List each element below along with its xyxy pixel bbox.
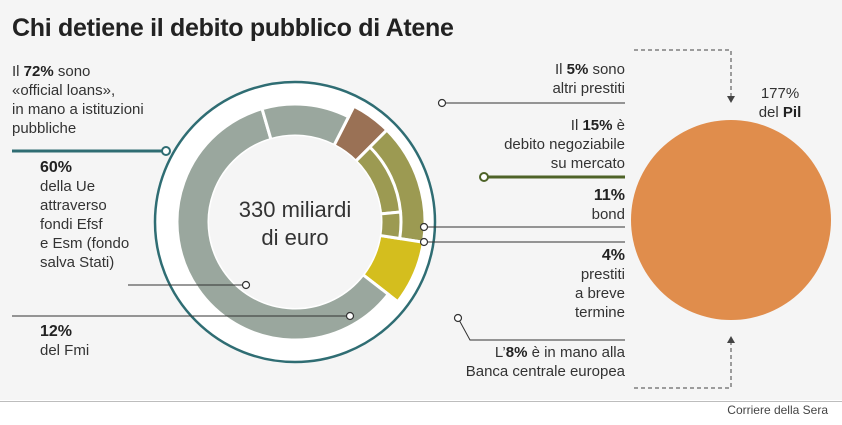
pil-arrow-bottom: [727, 336, 735, 343]
breve-pct: 4%: [601, 247, 625, 264]
inner-slice-prestiti-breve-termine: [378, 210, 403, 241]
negoziabile-pre: Il: [570, 117, 579, 134]
center-label-line2: di euro: [261, 225, 329, 250]
official-post: sono: [57, 63, 91, 80]
official-pre: Il: [12, 63, 20, 80]
breve-line2: a breve: [574, 285, 625, 302]
pil-label-del: del: [758, 104, 779, 121]
pil-circle: [631, 120, 831, 320]
altri-line2: altri prestiti: [552, 80, 625, 97]
breve-dot: [419, 237, 429, 247]
breve-line3: termine: [574, 304, 625, 321]
pil-bracket-bottom: [634, 341, 732, 389]
fmi-dot: [345, 311, 355, 321]
official-line2: «official loans»,: [12, 82, 116, 99]
ue-line2: attraverso: [40, 197, 107, 214]
breve-line1: prestiti: [580, 266, 625, 283]
bond-line1: bond: [591, 206, 625, 223]
negoziabile-dot: [479, 172, 489, 182]
bce-post: è in mano alla: [531, 344, 625, 361]
pil-arrow-top: [727, 96, 735, 103]
ue-dot: [241, 280, 251, 290]
donut-center-label: 330 miliardi di euro: [210, 196, 380, 252]
fmi-label: 12% del Fmi: [40, 322, 89, 360]
bce-pct: 8%: [505, 344, 528, 361]
altri-prestiti-dot: [437, 98, 447, 108]
ue-line1: della Ue: [40, 178, 96, 195]
pil-label: 177% del Pil: [740, 84, 820, 122]
ue-label: 60% della Ue attraverso fondi Efsf e Esm…: [40, 158, 129, 272]
negoziabile-post: è: [616, 117, 625, 134]
official-line4: pubbliche: [12, 120, 77, 137]
ue-pct: 60%: [40, 159, 73, 176]
ue-line5: salva Stati): [40, 254, 115, 271]
breve-label: 4% prestiti a breve termine: [520, 246, 625, 322]
official-loans-dot: [161, 146, 171, 156]
negoziabile-pct: 15%: [582, 117, 613, 134]
fmi-line1: del Fmi: [40, 342, 90, 359]
negoziabile-line2: debito negoziabile: [504, 136, 625, 153]
altri-pre: Il: [554, 61, 563, 78]
source-credit: Corriere della Sera: [727, 403, 828, 417]
ue-line4: e Esm (fondo: [40, 235, 130, 252]
bce-pre: L’: [494, 344, 506, 361]
altri-prestiti-label: Il 5% sono altri prestiti: [490, 60, 625, 98]
bond-pct: 11%: [593, 187, 625, 204]
bond-label: 11% bond: [520, 186, 625, 224]
altri-pct: 5%: [566, 61, 589, 78]
pil-pct: 177%: [760, 85, 800, 102]
donut-hole: [209, 136, 381, 308]
ue-line3: fondi Efsf: [40, 216, 103, 233]
chart-title: Chi detiene il debito pubblico di Atene: [12, 14, 454, 42]
official-line3: in mano a istituzioni: [12, 101, 144, 118]
negoziabile-line3: su mercato: [550, 155, 625, 172]
bce-dot: [453, 313, 463, 323]
fmi-pct: 12%: [40, 323, 73, 340]
bce-label: L’8% è in mano alla Banca centrale europ…: [420, 343, 625, 381]
bce-line2: Banca centrale europea: [465, 363, 625, 380]
pil-label-bold: Pil: [782, 104, 802, 121]
altri-post: sono: [592, 61, 625, 78]
footer-divider: [0, 401, 842, 402]
negoziabile-label: Il 15% è debito negoziabile su mercato: [460, 116, 625, 173]
bond-dot: [419, 222, 429, 232]
pil-bracket-top: [634, 49, 732, 97]
bce-leader: [457, 317, 625, 341]
center-label-line1: 330 miliardi: [238, 197, 352, 222]
official-loans-label: Il 72% sono «official loans», in mano a …: [12, 62, 144, 138]
chart-graphic: [12, 49, 831, 389]
official-pct: 72%: [23, 63, 54, 80]
